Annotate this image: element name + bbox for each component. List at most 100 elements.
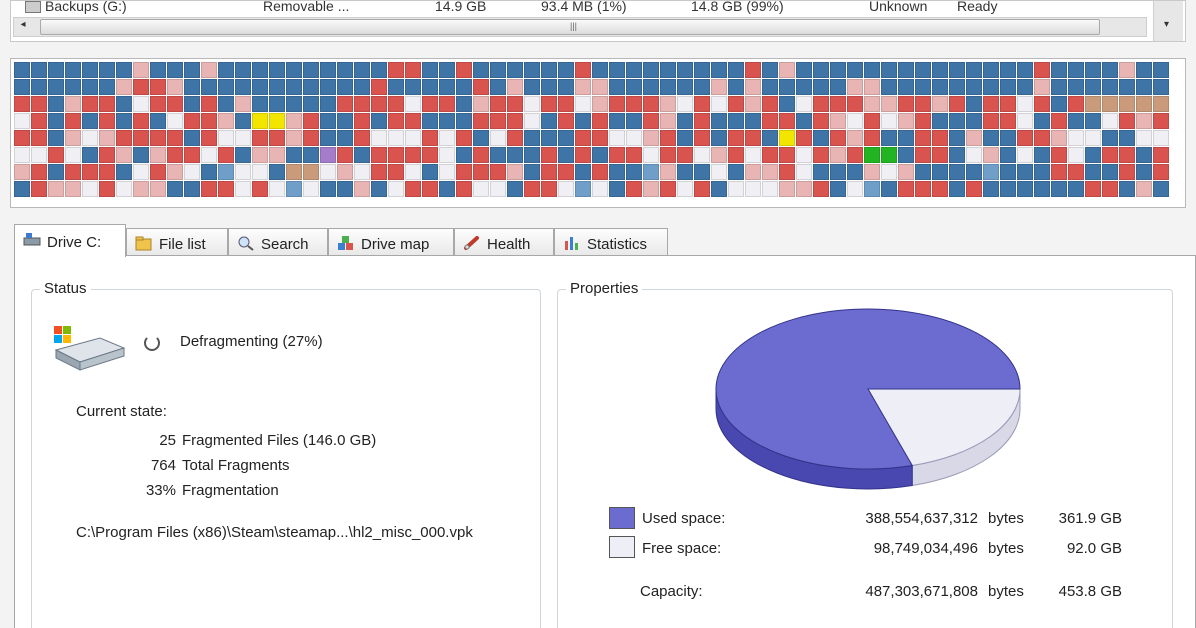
cluster-block	[830, 164, 846, 180]
drive-panel: Status Defragmenting (27%) Current state…	[14, 255, 1196, 628]
cluster-block	[762, 164, 778, 180]
cluster-block	[949, 96, 965, 112]
cluster-block	[626, 113, 642, 129]
cluster-block	[354, 79, 370, 95]
cluster-block	[881, 181, 897, 197]
cluster-block	[354, 130, 370, 146]
cluster-block	[1068, 96, 1084, 112]
cluster-block	[507, 181, 523, 197]
cluster-block	[1102, 96, 1118, 112]
cluster-block	[388, 147, 404, 163]
cluster-block	[779, 181, 795, 197]
cluster-block	[167, 181, 183, 197]
cluster-block	[320, 113, 336, 129]
cluster-block	[286, 181, 302, 197]
cluster-block	[167, 130, 183, 146]
cluster-block	[116, 96, 132, 112]
cluster-block	[235, 164, 251, 180]
drive-row-backups[interactable]: Backups (G:) Removable ... 14.9 GB 93.4 …	[11, 0, 1185, 16]
cluster-block	[609, 113, 625, 129]
cluster-block	[1051, 130, 1067, 146]
cluster-block	[677, 164, 693, 180]
cluster-block	[218, 62, 234, 78]
cluster-block	[966, 96, 982, 112]
blocks-icon	[338, 236, 353, 250]
scrollbar-thumb[interactable]: |||	[40, 19, 1100, 35]
cluster-block	[1085, 164, 1101, 180]
used-space-size: 361.9 GB	[1058, 510, 1122, 527]
cluster-block	[269, 164, 285, 180]
cluster-block	[422, 147, 438, 163]
drive-cluster-map[interactable]	[10, 58, 1186, 208]
cluster-block	[745, 147, 761, 163]
cluster-block	[932, 164, 948, 180]
tab-drive-c[interactable]: Drive C:	[14, 224, 126, 257]
horizontal-scrollbar[interactable]: ◂ ||| ▸	[13, 17, 1162, 37]
cluster-block	[915, 147, 931, 163]
pie-free-slice	[867, 388, 1021, 467]
cluster-block	[1017, 79, 1033, 95]
cluster-block	[252, 147, 268, 163]
cluster-block	[796, 113, 812, 129]
cluster-block	[575, 147, 591, 163]
cluster-block	[915, 181, 931, 197]
tab-search[interactable]: Search	[228, 228, 328, 256]
cluster-block	[184, 96, 200, 112]
cluster-block	[1153, 113, 1169, 129]
cluster-block	[830, 113, 846, 129]
cluster-block	[473, 181, 489, 197]
cluster-block	[31, 164, 47, 180]
cluster-block	[31, 79, 47, 95]
cluster-block	[1153, 79, 1169, 95]
cluster-block	[167, 147, 183, 163]
tab-statistics[interactable]: Statistics	[554, 228, 668, 256]
cluster-block	[949, 113, 965, 129]
vertical-scrollbar[interactable]: ▾	[1153, 1, 1183, 41]
free-space-unit: bytes	[988, 540, 1024, 557]
cluster-block	[388, 79, 404, 95]
cluster-block	[1017, 164, 1033, 180]
cluster-block	[1153, 96, 1169, 112]
cluster-block	[116, 79, 132, 95]
cluster-block	[116, 181, 132, 197]
cluster-block	[677, 130, 693, 146]
scroll-down-icon[interactable]: ▾	[1164, 19, 1170, 30]
cluster-block	[728, 130, 744, 146]
cluster-block	[1017, 130, 1033, 146]
tab-label: Drive map	[361, 236, 430, 253]
cluster-block	[1034, 96, 1050, 112]
cluster-block	[1102, 62, 1118, 78]
tab-file-list[interactable]: File list	[126, 228, 228, 256]
scroll-left-icon[interactable]: ◂	[20, 19, 26, 30]
cluster-block	[779, 113, 795, 129]
cluster-block	[694, 181, 710, 197]
cluster-block	[354, 164, 370, 180]
tab-health[interactable]: Health	[454, 228, 554, 256]
tab-label: Statistics	[587, 236, 648, 253]
cluster-block	[1136, 164, 1152, 180]
tab-drive-map[interactable]: Drive map	[328, 228, 454, 256]
cluster-block	[932, 113, 948, 129]
cluster-block	[592, 181, 608, 197]
cluster-block	[405, 181, 421, 197]
cluster-block	[405, 62, 421, 78]
cluster-block	[643, 181, 659, 197]
cluster-block	[949, 164, 965, 180]
cluster-block	[337, 164, 353, 180]
cluster-block	[1051, 181, 1067, 197]
cluster-block	[609, 164, 625, 180]
cluster-block	[65, 113, 81, 129]
fragmentation-percent: 33%	[145, 482, 176, 499]
cluster-block	[694, 79, 710, 95]
cluster-block	[269, 62, 285, 78]
cluster-block	[915, 79, 931, 95]
cluster-block	[1000, 96, 1016, 112]
cluster-block	[915, 130, 931, 146]
drive-list[interactable]: Backups (G:) Removable ... 14.9 GB 93.4 …	[10, 0, 1186, 42]
cluster-block	[133, 96, 149, 112]
cluster-block	[286, 62, 302, 78]
cluster-block	[796, 130, 812, 146]
cluster-block	[1153, 130, 1169, 146]
cluster-block	[898, 130, 914, 146]
cluster-block	[915, 113, 931, 129]
